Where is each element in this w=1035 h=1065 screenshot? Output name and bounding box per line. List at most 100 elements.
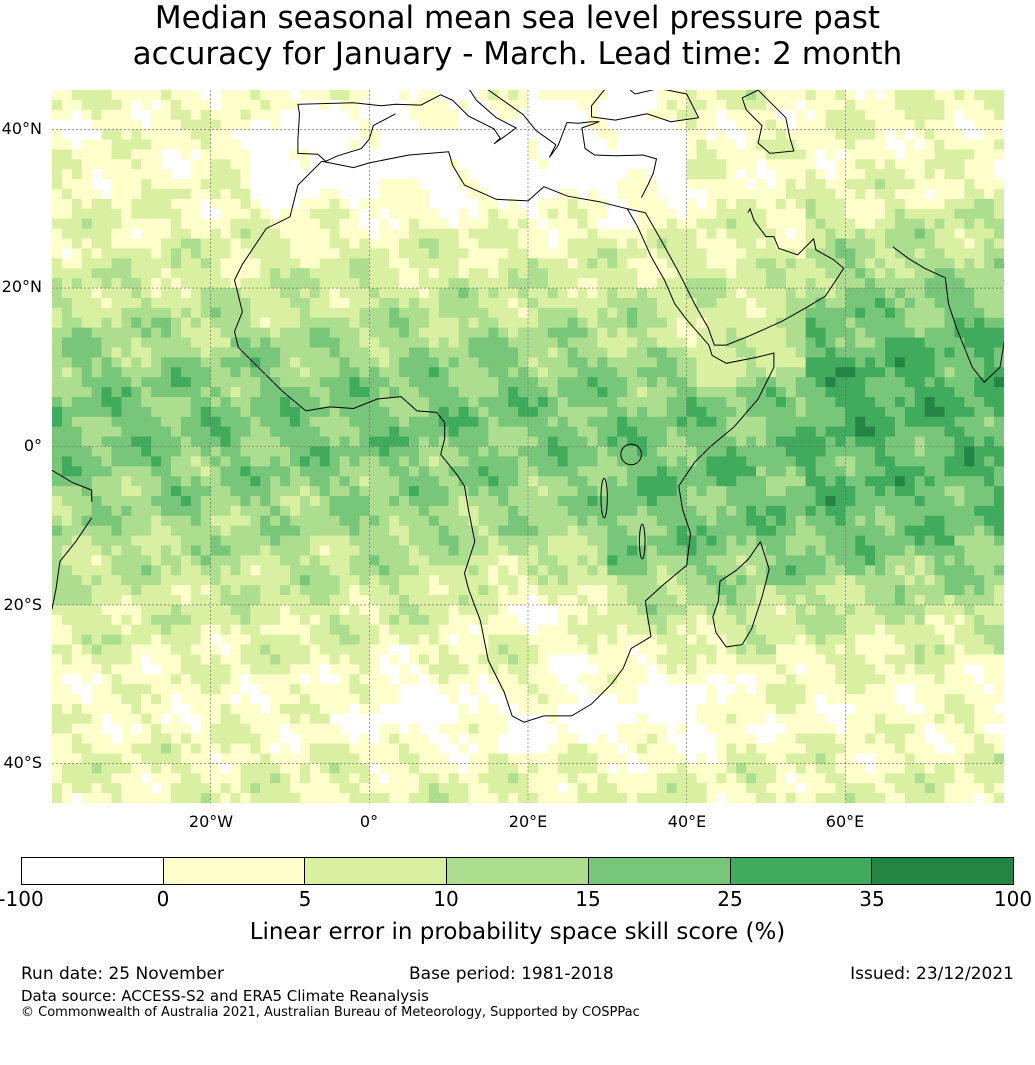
skill-cell [319, 228, 331, 240]
skill-cell [587, 446, 599, 457]
skill-cell [746, 149, 757, 160]
skill-cell [894, 446, 906, 457]
skill-cell [71, 327, 83, 339]
skill-cell [478, 406, 489, 418]
skill-cell [795, 268, 807, 279]
skill-cell [825, 317, 837, 329]
skill-cell [924, 436, 936, 448]
skill-cell [666, 90, 678, 101]
skill-cell [984, 436, 995, 448]
skill-cell [190, 208, 202, 220]
skill-cell [607, 585, 618, 596]
skill-cell [111, 278, 123, 289]
skill-cell [369, 317, 380, 329]
skill-cell [855, 347, 866, 358]
skill-cell [498, 456, 509, 467]
skill-cell [270, 555, 281, 566]
skill-cell [171, 515, 182, 527]
skill-cell [676, 149, 688, 160]
skill-cell [766, 337, 777, 349]
skill-cell [418, 208, 430, 220]
skill-cell [339, 387, 351, 398]
skill-cell [488, 535, 499, 547]
skill-cell [914, 347, 926, 358]
skill-cell [547, 149, 559, 160]
skill-cell [270, 90, 281, 101]
skill-cell [180, 248, 192, 259]
skill-cell [349, 466, 361, 477]
skill-cell [468, 357, 480, 368]
skill-cell [875, 268, 886, 279]
skill-cell [171, 505, 182, 517]
skill-cell [121, 387, 132, 398]
skill-cell [299, 248, 311, 259]
skill-cell [250, 327, 261, 339]
skill-cell [309, 357, 321, 368]
skill-cell [914, 357, 926, 368]
skill-cell [171, 149, 182, 160]
skill-cell [498, 208, 509, 220]
skill-cell [994, 486, 1004, 497]
skill-cell [746, 189, 757, 200]
skill-cell [508, 228, 519, 240]
skill-cell [756, 288, 767, 299]
skill-cell [488, 119, 499, 131]
skill-cell [458, 416, 470, 428]
skill-cell [339, 99, 351, 111]
skill-cell [785, 228, 797, 240]
skill-cell [171, 347, 182, 358]
skill-cell [686, 139, 698, 151]
skill-cell [656, 396, 668, 408]
skill-cell [627, 198, 638, 210]
skill-cell [171, 327, 182, 339]
skill-cell [795, 288, 807, 299]
skill-cell [716, 139, 727, 151]
skill-cell [766, 486, 777, 497]
skill-cell [61, 525, 73, 537]
skill-cell [121, 367, 132, 378]
skill-cell [736, 228, 747, 240]
skill-cell [399, 228, 410, 240]
skill-cell [627, 367, 638, 378]
skill-cell [894, 456, 906, 467]
skill-cell [61, 149, 73, 160]
skill-cell [101, 416, 113, 428]
skill-cell [795, 396, 807, 408]
skill-cell [656, 189, 668, 200]
skill-cell [845, 416, 856, 428]
skill-cell [904, 545, 916, 557]
skill-cell [180, 189, 192, 200]
skill-cell [180, 595, 192, 606]
skill-cell [934, 496, 946, 507]
skill-cell [270, 436, 281, 448]
skill-cell [468, 248, 480, 259]
skill-cell [180, 426, 192, 438]
skill-cell [805, 505, 817, 517]
skill-cell [61, 446, 73, 457]
skill-cell [349, 129, 361, 141]
skill-cell [379, 109, 390, 121]
skill-cell [409, 476, 420, 487]
skill-cell [478, 416, 489, 428]
skill-cell [161, 189, 172, 200]
skill-cell [369, 535, 380, 547]
skill-cell [290, 426, 301, 438]
skill-cell [141, 585, 152, 596]
skill-cell [518, 317, 529, 329]
skill-cell [567, 288, 579, 299]
skill-cell [478, 466, 489, 477]
skill-cell [944, 129, 956, 141]
skill-cell [954, 228, 965, 240]
skill-cell [329, 109, 341, 121]
skill-cell [726, 129, 737, 141]
skill-cell [964, 179, 975, 190]
skill-cell [91, 248, 103, 259]
skill-cell [775, 406, 787, 418]
skill-cell [647, 505, 658, 517]
skill-cell [656, 555, 668, 566]
skill-cell [369, 486, 380, 497]
skill-cell [984, 505, 995, 517]
skill-cell [250, 129, 261, 141]
skill-cell [61, 268, 73, 279]
skill-cell [508, 486, 519, 497]
